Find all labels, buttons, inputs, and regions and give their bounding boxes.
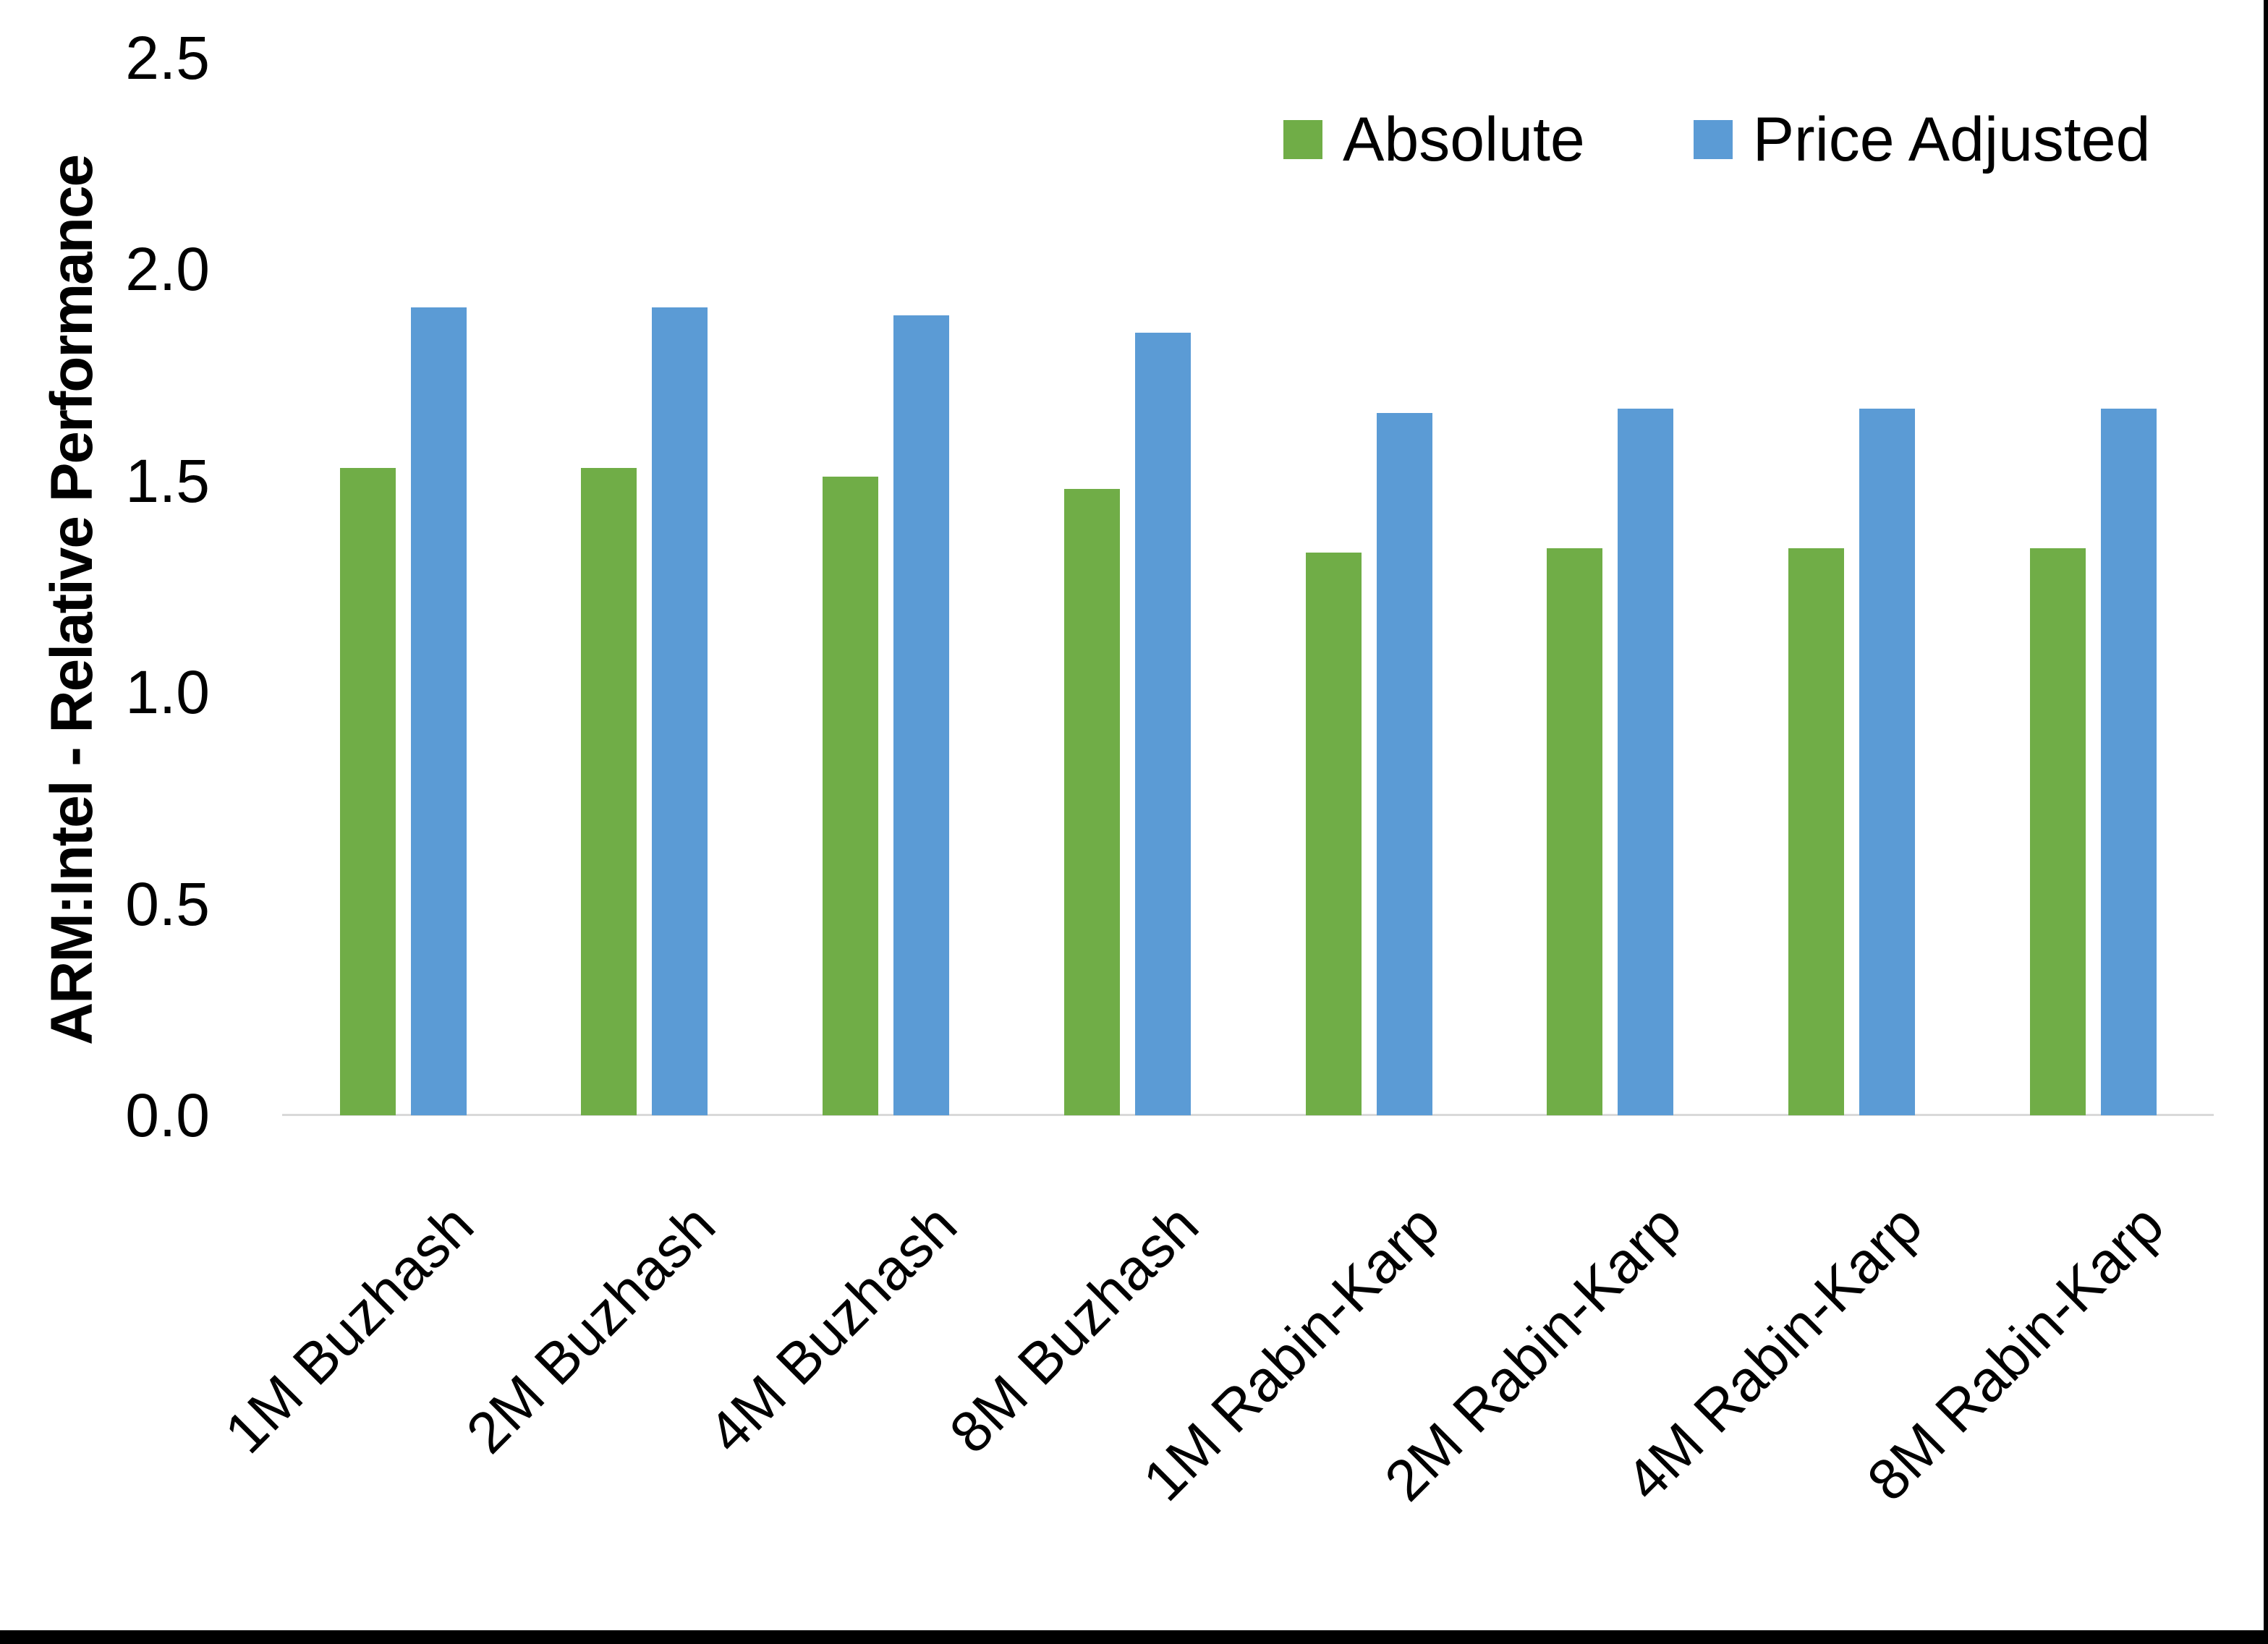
y-tick-label-0.5: 0.5	[125, 869, 210, 938]
screenshot-right-border	[2264, 0, 2268, 1644]
legend: Absolute Price Adjusted	[1283, 108, 2150, 171]
bar-price-adjusted-1m-rabin-karp	[1377, 413, 1432, 1115]
x-category-label-4m-buzhash: 4M Buzhash	[695, 1192, 969, 1465]
bar-price-adjusted-2m-buzhash	[652, 307, 708, 1115]
y-tick-label-1.5: 1.5	[125, 446, 210, 515]
legend-swatch-absolute	[1283, 120, 1322, 159]
legend-item-absolute: Absolute	[1283, 108, 1585, 171]
x-category-label-1m-buzhash: 1M Buzhash	[213, 1192, 486, 1465]
y-tick-label-1.0: 1.0	[125, 658, 210, 726]
bar-absolute-1m-rabin-karp	[1306, 553, 1362, 1115]
bar-price-adjusted-2m-rabin-karp	[1618, 409, 1673, 1115]
x-category-label-2m-buzhash: 2M Buzhash	[454, 1192, 728, 1465]
bar-price-adjusted-4m-buzhash	[893, 315, 949, 1115]
bar-price-adjusted-8m-buzhash	[1135, 333, 1191, 1115]
legend-label-absolute: Absolute	[1343, 105, 1585, 174]
y-tick-label-2.0: 2.0	[125, 235, 210, 303]
legend-item-price-adjusted: Price Adjusted	[1693, 105, 2151, 174]
bar-price-adjusted-1m-buzhash	[411, 307, 467, 1115]
legend-label-price-adjusted: Price Adjusted	[1752, 105, 2151, 174]
bar-absolute-4m-buzhash	[823, 477, 878, 1115]
bar-absolute-2m-buzhash	[581, 468, 637, 1115]
bar-absolute-8m-rabin-karp	[2030, 548, 2086, 1115]
x-axis-line	[282, 1114, 2214, 1116]
screenshot-bottom-border	[0, 1630, 2268, 1644]
y-tick-label-2.5: 2.5	[125, 23, 210, 92]
bar-absolute-4m-rabin-karp	[1788, 548, 1844, 1115]
bar-absolute-2m-rabin-karp	[1547, 548, 1602, 1115]
x-category-label-8m-buzhash: 8M Buzhash	[937, 1192, 1210, 1465]
bar-absolute-1m-buzhash	[340, 468, 396, 1115]
legend-swatch-price-adjusted	[1693, 120, 1733, 159]
bar-absolute-8m-buzhash	[1064, 489, 1120, 1115]
y-tick-label-0.0: 0.0	[125, 1081, 210, 1149]
bar-price-adjusted-4m-rabin-karp	[1859, 409, 1915, 1115]
bar-price-adjusted-8m-rabin-karp	[2101, 409, 2157, 1115]
